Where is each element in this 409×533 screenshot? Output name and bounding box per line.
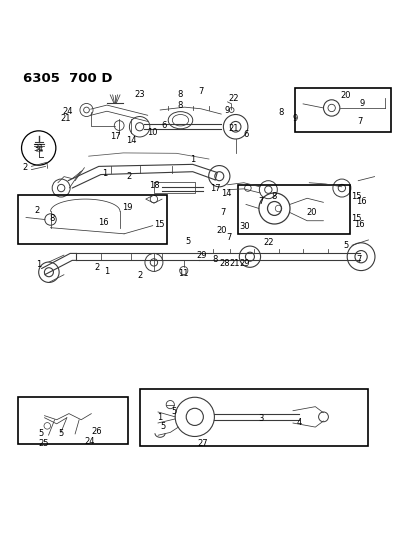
Text: 29: 29 — [196, 251, 207, 260]
Text: 3: 3 — [258, 414, 263, 423]
Text: 11: 11 — [178, 269, 189, 278]
Bar — [237, 185, 349, 234]
Text: 6: 6 — [161, 121, 166, 130]
Text: 10: 10 — [146, 128, 157, 137]
Text: 17: 17 — [110, 132, 120, 141]
Text: 5: 5 — [160, 422, 166, 431]
Text: 8: 8 — [270, 192, 276, 201]
Text: 26: 26 — [91, 427, 102, 437]
Text: 16: 16 — [353, 220, 364, 229]
Text: 24: 24 — [63, 107, 73, 116]
Bar — [18, 195, 166, 244]
Text: 7: 7 — [357, 117, 362, 126]
Text: 28: 28 — [219, 259, 229, 268]
Text: 29: 29 — [239, 259, 249, 268]
Text: 1: 1 — [104, 267, 109, 276]
Text: 5: 5 — [342, 241, 348, 250]
Text: 14: 14 — [126, 136, 136, 145]
Text: 1: 1 — [102, 169, 107, 178]
Text: 9: 9 — [359, 99, 364, 108]
Text: 8: 8 — [49, 214, 54, 223]
Text: 8: 8 — [277, 108, 283, 117]
Text: 16: 16 — [98, 218, 109, 227]
Text: 4: 4 — [296, 418, 301, 427]
Text: 2: 2 — [35, 206, 40, 215]
Text: 14: 14 — [220, 189, 231, 198]
Text: 7: 7 — [356, 255, 361, 264]
Text: 17: 17 — [209, 183, 220, 192]
Text: 5: 5 — [38, 429, 43, 438]
Text: 5: 5 — [171, 407, 177, 416]
Text: 7: 7 — [198, 87, 203, 96]
Text: 1: 1 — [190, 155, 195, 164]
Text: 16: 16 — [355, 197, 366, 206]
Text: 8: 8 — [212, 255, 217, 264]
Text: 22: 22 — [263, 238, 273, 247]
Text: 2: 2 — [137, 271, 142, 280]
Bar — [139, 389, 368, 446]
Text: 8: 8 — [178, 90, 183, 99]
Text: 20: 20 — [305, 208, 316, 217]
Text: 20: 20 — [340, 91, 351, 100]
Text: 6: 6 — [243, 131, 248, 140]
Text: 2: 2 — [94, 263, 99, 272]
Text: 8: 8 — [178, 101, 183, 110]
Text: 1: 1 — [36, 260, 41, 269]
Text: 1: 1 — [156, 413, 162, 422]
Text: 27: 27 — [197, 439, 208, 448]
Text: 15: 15 — [350, 214, 361, 223]
Text: 21: 21 — [229, 259, 239, 268]
Text: 6305  700 D: 6305 700 D — [23, 72, 112, 85]
Text: 9: 9 — [292, 114, 297, 123]
Text: 21: 21 — [228, 124, 238, 133]
Text: 7: 7 — [258, 197, 263, 206]
Text: 23: 23 — [134, 91, 144, 99]
Text: 21: 21 — [61, 114, 71, 123]
Text: 2: 2 — [126, 172, 132, 181]
Text: 22: 22 — [228, 94, 238, 103]
Text: 15: 15 — [350, 192, 361, 201]
Text: 7: 7 — [225, 232, 231, 241]
Text: 5: 5 — [58, 429, 64, 438]
Text: 24: 24 — [84, 437, 95, 446]
Text: 25: 25 — [38, 439, 49, 448]
Text: 7: 7 — [220, 208, 225, 217]
Text: 19: 19 — [122, 203, 132, 212]
Text: 20: 20 — [216, 226, 226, 235]
Text: 15: 15 — [154, 220, 164, 229]
Bar — [18, 397, 128, 444]
Text: 2: 2 — [22, 163, 28, 172]
Text: 18: 18 — [148, 181, 159, 190]
Text: 9: 9 — [224, 106, 229, 115]
Text: 5: 5 — [185, 238, 190, 246]
Text: 31: 31 — [33, 144, 44, 154]
Bar — [294, 87, 390, 133]
Text: 30: 30 — [239, 222, 250, 231]
